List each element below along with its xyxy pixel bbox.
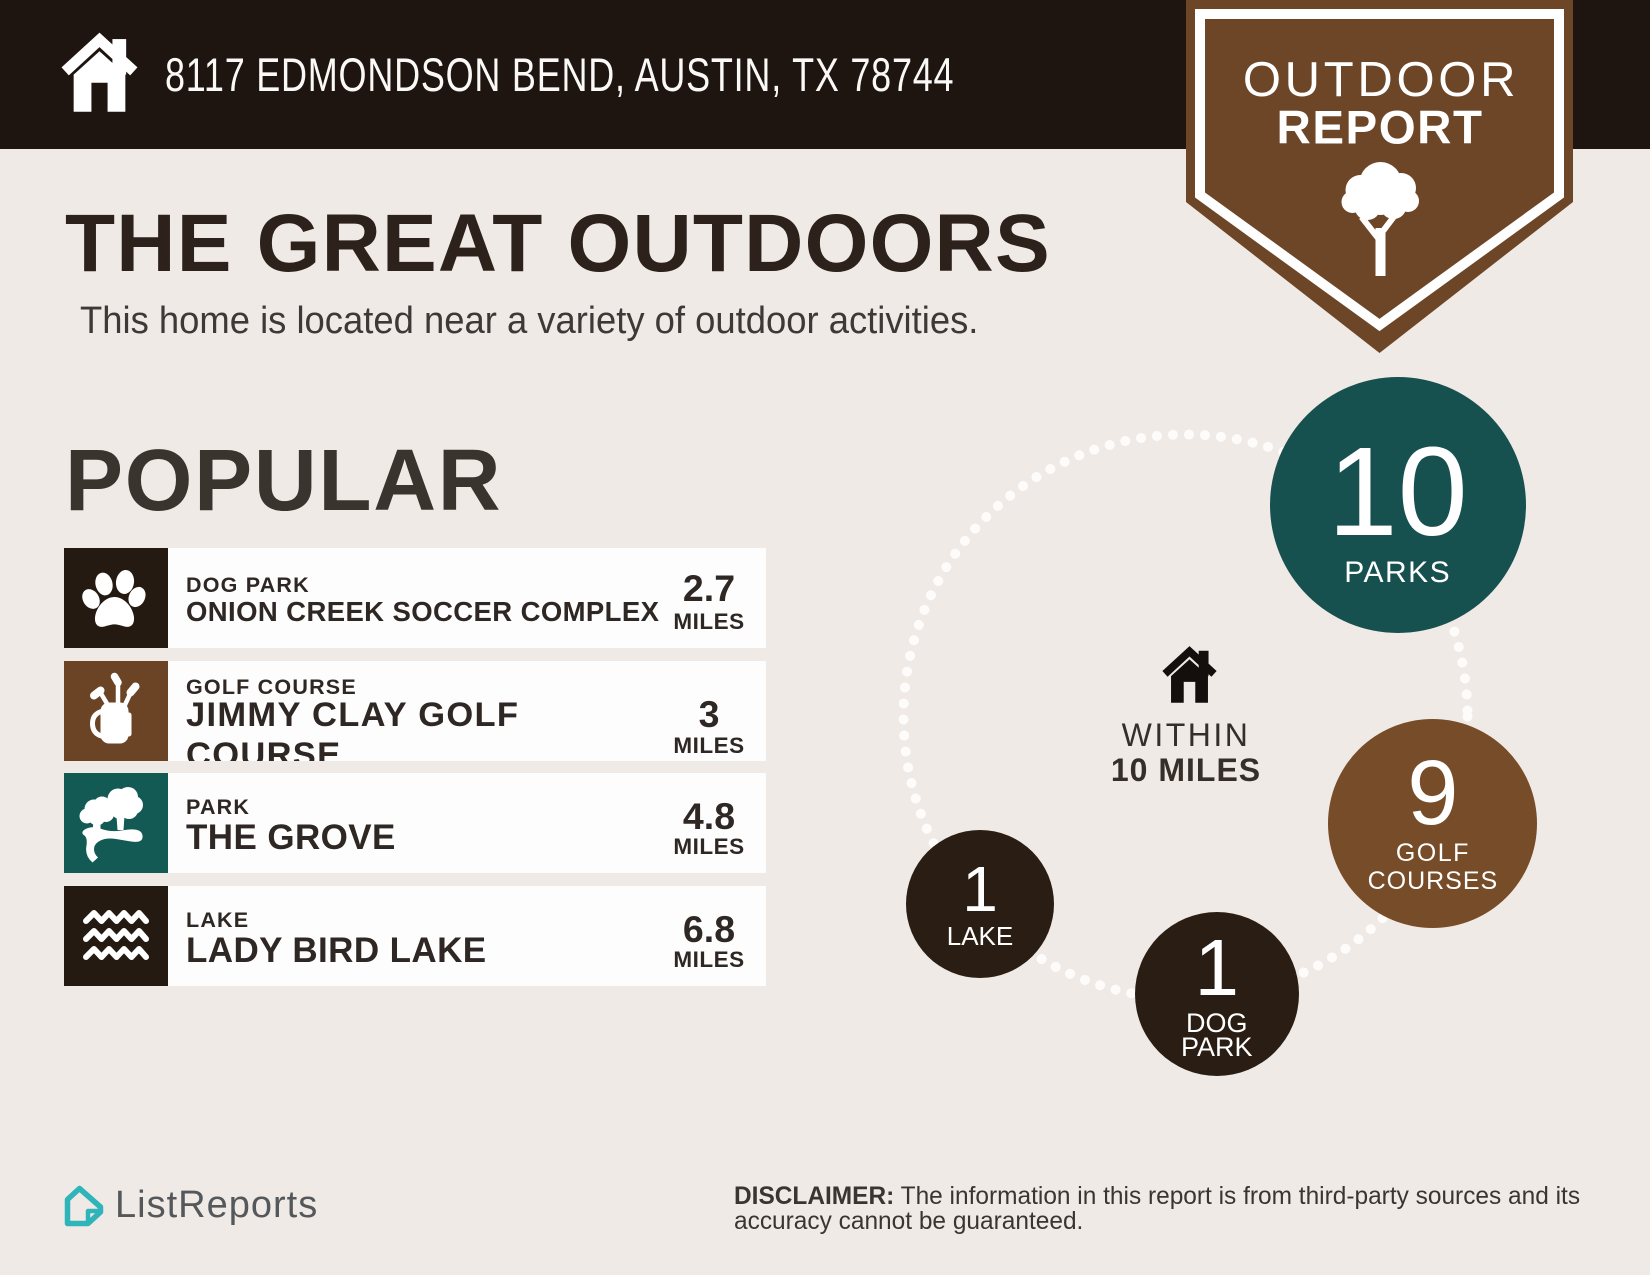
- svg-text:REPORT: REPORT: [1277, 101, 1484, 154]
- svg-text:OUTDOOR: OUTDOOR: [1243, 53, 1519, 107]
